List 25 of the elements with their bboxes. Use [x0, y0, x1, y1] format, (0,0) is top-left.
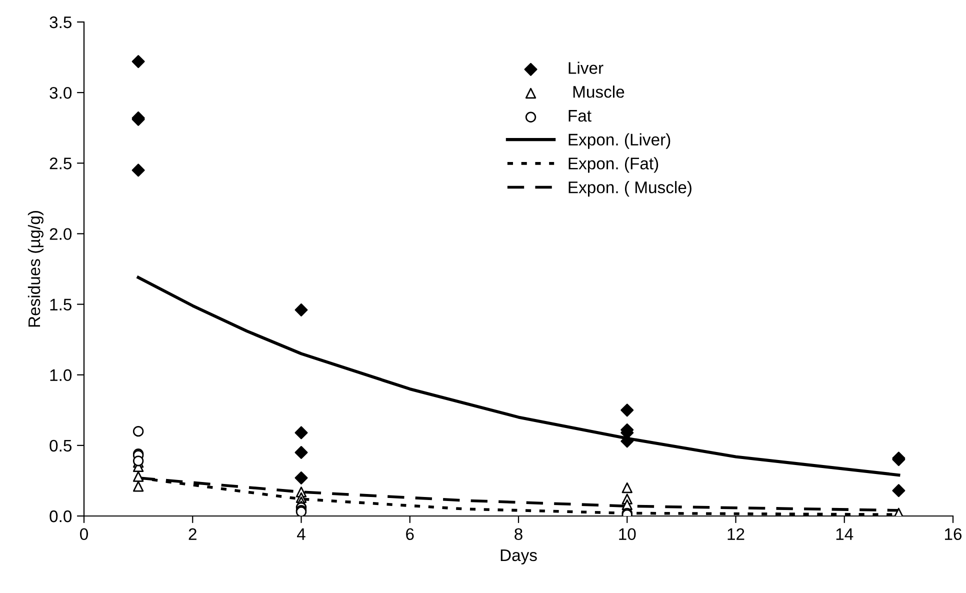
x-tick-label: 6	[406, 528, 414, 540]
y-tick-label: 0.5	[50, 440, 72, 452]
legend-label: Muscle	[573, 86, 624, 98]
y-tick-label: 0.0	[50, 510, 72, 522]
y-tick-label: 1.0	[50, 369, 72, 382]
legend-label: Expon. (Liver)	[568, 133, 670, 149]
x-tick-label: 2	[188, 528, 196, 540]
x-tick-label: 16	[945, 528, 962, 540]
x-tick-label: 14	[836, 528, 854, 540]
y-tick-label: 2.5	[50, 158, 72, 170]
x-tick-label: 4	[297, 528, 306, 540]
legend-label: Fat	[568, 110, 592, 122]
y-tick-label: 3.5	[50, 16, 72, 28]
x-tick-label: 0	[80, 528, 88, 540]
y-tick-label: 1.5	[50, 298, 72, 310]
x-tick-label: 8	[514, 528, 522, 540]
x-tick-label: 10	[619, 528, 636, 540]
legend-label: Expon. (Fat)	[568, 157, 658, 173]
y-tick-label: 2.0	[50, 228, 72, 240]
y-axis-title: Residues (µg/g)	[28, 211, 44, 327]
x-tick-label: 12	[728, 528, 744, 540]
legend-label: Liver	[568, 62, 604, 74]
legend-label: Expon. ( Muscle)	[568, 181, 692, 197]
x-axis-title: Days	[500, 550, 537, 564]
y-tick-label: 3.0	[50, 86, 72, 99]
